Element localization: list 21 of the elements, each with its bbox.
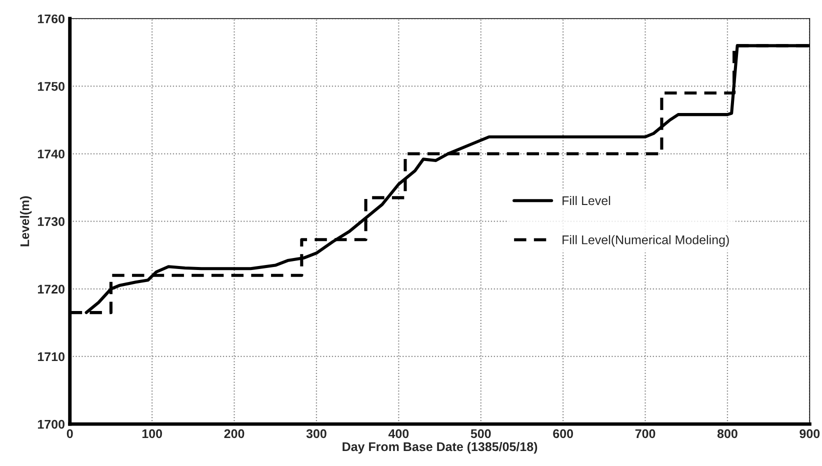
x-tick-label: 300 [306, 429, 326, 438]
x-axis-title: Day From Base Date (1385/05/18) [342, 442, 538, 454]
y-axis-title: Level(m) [20, 196, 32, 246]
legend-label: Fill Level(Numerical Modeling) [562, 235, 729, 247]
x-tick-label: 100 [142, 429, 162, 438]
x-tick-label: 0 [66, 429, 73, 438]
y-tick-label: 1730 [38, 217, 64, 226]
y-tick-label: 1760 [38, 14, 64, 24]
y-tick-label: 1720 [38, 284, 64, 294]
y-tick-label: 1750 [38, 82, 64, 91]
y-tick-label: 1710 [38, 352, 64, 362]
x-tick-label: 700 [635, 429, 656, 438]
x-tick-label: 500 [470, 429, 491, 438]
x-tick-label: 900 [800, 429, 820, 438]
x-tick-label: 800 [717, 429, 738, 438]
y-tick-label: 1700 [38, 420, 64, 429]
y-tick-label: 1740 [38, 150, 64, 158]
x-tick-label: 600 [553, 429, 573, 438]
legend-label: Fill Level [562, 196, 610, 206]
x-tick-label: 400 [388, 429, 409, 438]
x-tick-label: 200 [224, 429, 244, 438]
